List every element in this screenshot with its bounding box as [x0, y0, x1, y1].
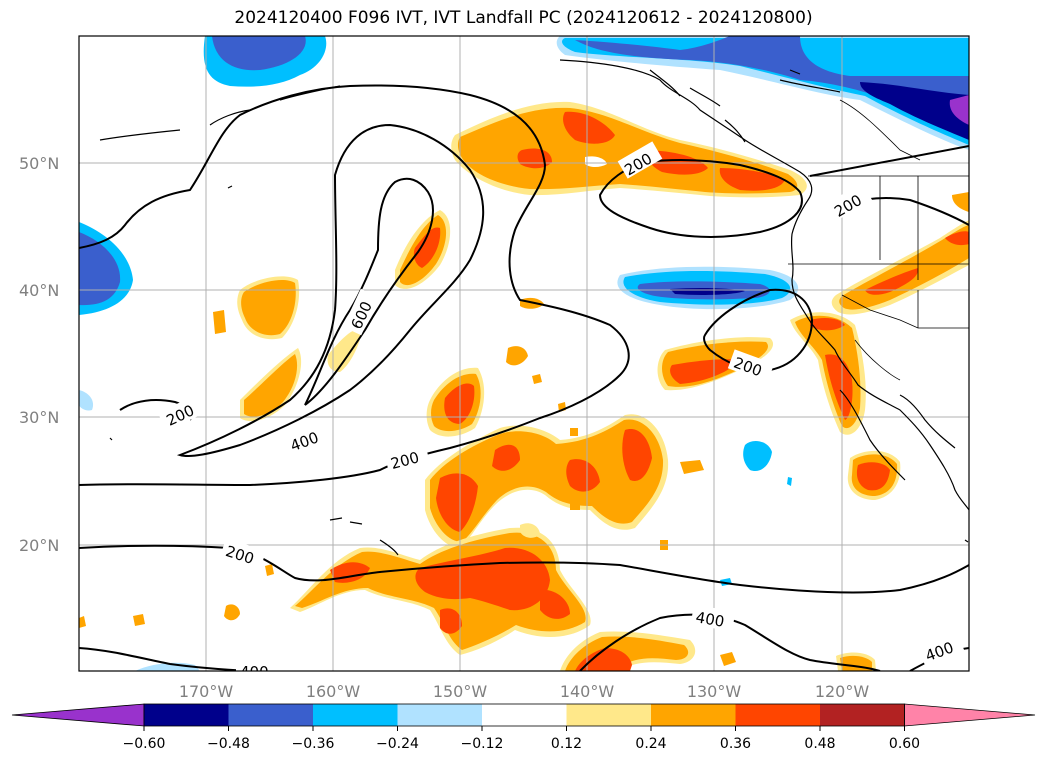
colorbar-extend-high [904, 703, 1036, 727]
colorbar-tick-label: −0.36 [292, 736, 335, 752]
colorbar-tick-label: −0.12 [461, 736, 504, 752]
colorbar-bin [144, 704, 229, 726]
lon-label: 120°W [815, 682, 870, 701]
map-title: 2024120400 F096 IVT, IVT Landfall PC (20… [234, 8, 813, 28]
lat-label: 20°N [19, 536, 59, 555]
lat-label: 50°N [19, 154, 59, 173]
colorbar-tick-label: 0.48 [804, 736, 835, 752]
colorbar-tick-label: 0.12 [551, 736, 582, 752]
longitude-labels: 170°W 160°W 150°W 140°W 130°W 120°W [179, 682, 870, 701]
colorbar-bin [820, 704, 905, 726]
colorbar: −0.60 −0.48 −0.36 −0.24 −0.12 0.12 0.24 0.36 0.4… [11, 703, 1036, 752]
colorbar-tick-label: 0.36 [720, 736, 751, 752]
colorbar-bin [397, 704, 483, 726]
contour-label: 400 [240, 663, 269, 681]
colorbar-bin [482, 704, 567, 726]
map-area: 200 200 200 200 200 200 400 400 400 400 … [79, 36, 969, 681]
lat-label: 30°N [19, 408, 59, 427]
lon-label: 170°W [179, 682, 234, 701]
colorbar-tick-label: 0.24 [635, 736, 666, 752]
contour-labels: 200 200 200 200 200 200 400 400 400 400 … [157, 141, 965, 681]
colorbar-tick-label: −0.24 [376, 736, 419, 752]
lon-label: 150°W [433, 682, 488, 701]
colorbar-extend-low [11, 703, 145, 727]
contour-label: 200 [223, 542, 256, 568]
latitude-labels: 50°N 40°N 30°N 20°N [19, 154, 59, 555]
colorbar-bin [228, 704, 314, 726]
lon-label: 130°W [687, 682, 742, 701]
contour-label: 400 [694, 608, 725, 631]
colorbar-tick-label: −0.48 [207, 736, 250, 752]
colorbar-outline [143, 703, 905, 727]
colorbar-bin [651, 704, 736, 726]
map-frame [78, 35, 970, 672]
colorbar-tick-label: −0.60 [123, 736, 166, 752]
coastlines [99, 59, 969, 556]
lon-label: 160°W [306, 682, 361, 701]
positive-anomaly-regions [79, 101, 969, 671]
colorbar-bin [735, 704, 821, 726]
political-borders [788, 99, 969, 381]
colorbar-bin [566, 704, 652, 726]
lat-label: 40°N [19, 281, 59, 300]
colorbar-bin [313, 704, 398, 726]
lon-label: 140°W [560, 682, 615, 701]
colorbar-tick-label: 0.60 [889, 736, 920, 752]
